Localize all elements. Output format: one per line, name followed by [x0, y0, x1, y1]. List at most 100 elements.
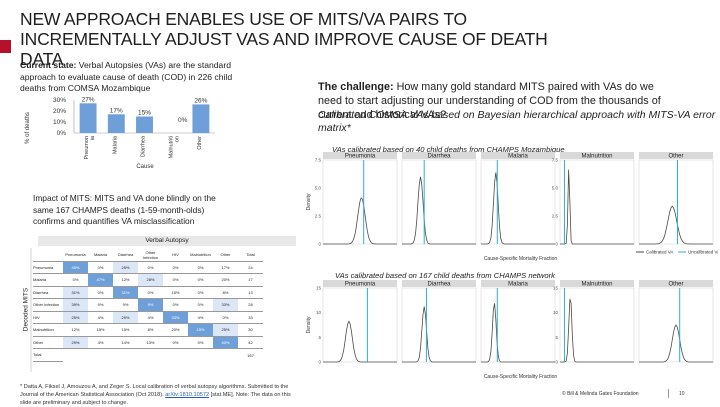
calibrated-density-curve: [481, 303, 555, 363]
calibrated-density-curve: [639, 324, 713, 363]
table-cell: 42: [238, 336, 263, 349]
current-state-line-2: approach to evaluate cause of death (COD…: [20, 71, 233, 82]
table-header-verbal-autopsy: Verbal Autopsy: [38, 236, 296, 246]
density-y-tick: 0: [318, 360, 321, 365]
calibrated-line-2: matrix*: [318, 122, 351, 134]
table-cell: 39%: [63, 298, 88, 312]
density-panel-title: Pneumonia: [345, 282, 376, 288]
density-y-tick: 0: [555, 242, 558, 247]
calibrated-density-curve: [402, 176, 476, 245]
table-cell: 0%: [138, 286, 163, 299]
cod-value-label: 0%: [178, 117, 188, 124]
density-panel-title: Malaria: [508, 282, 528, 288]
density-y-tick: 0: [555, 360, 558, 365]
cod-category-label: Pneumonia: [84, 135, 96, 159]
table-side-bar: [30, 248, 32, 372]
table-cell: 0%: [188, 273, 213, 287]
cod-bar: [192, 104, 210, 133]
cod-value-label: 27%: [82, 96, 95, 103]
table-cell: 13: [238, 286, 263, 299]
table-header-row: Pneumonia Malaria Diarrhea Other Infection H…: [33, 249, 263, 262]
impact-line-3: confirms and quantifies VA misclassifica…: [33, 216, 195, 226]
density-y-tick: 5: [318, 335, 321, 340]
density-panel-strip: [481, 152, 555, 159]
density-panel-strip: [323, 280, 397, 287]
calibrated-density-curve: [560, 169, 634, 245]
table-cell: 13%: [138, 336, 163, 349]
table-cell: 30: [238, 323, 263, 337]
cod-category-label: Malnutrition: [169, 136, 181, 158]
density-panel-strip: [481, 280, 555, 287]
density-panel-frame: [559, 159, 635, 245]
density-panel-frame: [322, 287, 398, 363]
table-cell: 33: [238, 311, 263, 324]
density-y-tick: 2.5: [552, 214, 559, 219]
table-column-header: Other: [213, 249, 238, 262]
density-panel-title: Diarrhea: [427, 154, 451, 160]
footer-divider: [668, 389, 669, 398]
table-cell: 17: [238, 273, 263, 287]
misclassification-table-panel: Verbal Autopsy Decoded MITS Pneumonia Mal…: [18, 236, 296, 378]
table-cell: 0%: [163, 298, 188, 312]
density-panel-frame: [559, 287, 635, 363]
table-row-label: Pneumonia: [33, 261, 63, 274]
calibrated-line-1: Calibrated COMSA VAs based on Bayesian h…: [318, 109, 716, 121]
calibrated-density-curve: [481, 172, 555, 245]
table-cell: 0%: [188, 298, 213, 312]
calibrated-density-curve: [323, 197, 397, 245]
density-y-tick: 15: [553, 286, 559, 291]
density-y-tick: 10: [316, 310, 322, 315]
table-row-label: HIV: [33, 311, 63, 324]
table-column-header: Diarrhea: [113, 249, 138, 262]
density-y-axis-label: Density: [306, 316, 312, 333]
table-cell: 8%: [138, 323, 163, 337]
footer-page-number: 10: [679, 391, 685, 397]
footnote-line-3: slide are preliminary and subject to cha…: [20, 400, 128, 406]
footnote-line-2b: [stat.ME]. Note: The data on this: [210, 392, 291, 398]
table-row: Other 29% 4% 14% 13% 0% 0% 40% 42: [33, 336, 263, 349]
density-panel-title: Diarrhea: [427, 282, 451, 288]
table-row-label: Diarrhea: [33, 286, 63, 299]
misclassification-table: Pneumonia Malaria Diarrhea Other Infection H…: [33, 249, 263, 362]
table-row: Malnutrition 12% 15% 15% 8% 20% 15% 25% 30: [33, 323, 263, 337]
density-panel-strip: [402, 152, 476, 159]
cod-category-label: Malaria: [112, 135, 118, 154]
table-cell: 40%: [213, 336, 238, 349]
table-cell: 9%: [113, 298, 138, 312]
table-cell: 0%: [88, 286, 113, 299]
density-y-tick: 7.5: [315, 158, 322, 163]
table-cell: 28%: [138, 273, 163, 287]
table-cell: 25%: [63, 311, 88, 324]
table-cell: 12%: [63, 323, 88, 337]
density-panel-frame: [480, 159, 556, 245]
table-cell: 20%: [163, 323, 188, 337]
legend-uncalibrated-label: Uncalibrated VA: [688, 250, 718, 255]
table-cell: 33%: [163, 311, 188, 324]
table-cell: 8%: [213, 286, 238, 299]
density-panel-strip: [323, 152, 397, 159]
density-y-tick: 2.5: [315, 214, 322, 219]
density-x-axis-label: Cause-Specific Mortality Fraction: [484, 374, 558, 380]
top-density-plot: Density Pneumonia 0 2.5 5.0 7.5 Diarrhea Malari…: [306, 152, 718, 262]
table-column-header: Malaria: [88, 249, 113, 262]
impact-line-1: Impact of MITS: MITS and VA done blindly…: [33, 193, 216, 203]
table-cell: 24: [238, 261, 263, 274]
cod-y-tick: 0%: [57, 130, 67, 137]
bottom-density-plot: Density Pneumonia 0 5 10 15 Diarrhea Malaria Mal…: [306, 280, 714, 380]
table-row: Malaria 0% 47% 12% 28% 0% 0% 20% 17: [33, 273, 263, 287]
calibrated-density-curve: [323, 320, 397, 363]
footnote-line-2: Journal of the American Statistical Asso…: [20, 392, 164, 398]
cod-value-label: 15%: [138, 110, 151, 117]
table-cell: 0%: [188, 261, 213, 274]
table-cell: 15%: [188, 323, 213, 337]
bottom-density-caption: VAs calibrated based on 167 child deaths…: [335, 271, 555, 280]
cod-y-tick: 10%: [53, 119, 66, 126]
slide-title: NEW APPROACH ENABLES USE OF MITS/VA PAIR…: [20, 9, 710, 69]
footnote-arxiv-link[interactable]: arXiv:1810.10572: [165, 392, 210, 398]
table-row-label: Malaria: [33, 273, 63, 287]
title-line-2: INCREMENTALLY ADJUST VAS AND IMPROVE CAU…: [20, 29, 548, 49]
table-cell: 4%: [138, 311, 163, 324]
density-panel-title: Malnutrition: [581, 282, 612, 288]
table-cell: 0%: [88, 261, 113, 274]
density-panel-title: Malaria: [508, 154, 528, 160]
